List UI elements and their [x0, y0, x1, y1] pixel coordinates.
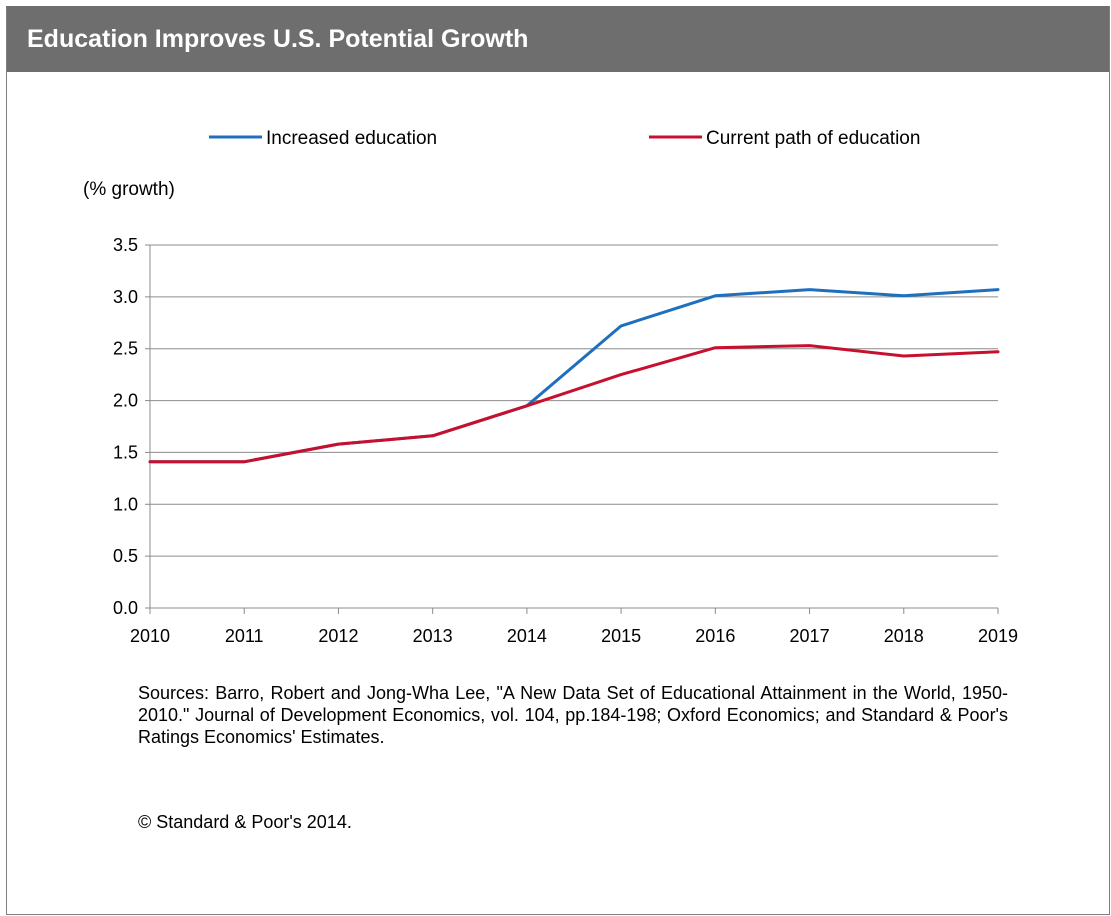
legend-label-1: Current path of education	[706, 128, 920, 149]
copyright-note: © Standard & Poor's 2014.	[138, 812, 352, 832]
chart-title: Education Improves U.S. Potential Growth	[7, 6, 1109, 72]
x-tick-label: 2012	[318, 626, 358, 646]
series-lines	[148, 288, 1000, 464]
y-tick-label: 3.5	[113, 235, 138, 255]
y-tick-label: 0.0	[113, 598, 138, 618]
x-tick-label: 2014	[507, 626, 547, 646]
axes	[145, 244, 999, 614]
y-tick-label: 2.0	[113, 391, 138, 411]
series-line-0	[148, 288, 1000, 464]
series-line-1	[148, 344, 1000, 464]
x-tick-label: 2016	[695, 626, 735, 646]
x-tick-labels: 2010 2011 2012 2013 2014 2015 2016 2017 2018 2019	[130, 626, 1018, 646]
y-tick-label: 1.0	[113, 494, 138, 514]
y-tick-label: 1.5	[113, 442, 138, 462]
y-tick-labels: 0.0 0.5 1.0 1.5 2.0 2.5 3.0 3.5	[113, 235, 138, 618]
y-tick-label: 0.5	[113, 546, 138, 566]
x-tick-label: 2011	[225, 626, 264, 646]
legend-label-0: Increased education	[266, 128, 437, 149]
gridlines	[150, 244, 998, 609]
legend: Increased education Current path of educa…	[209, 128, 920, 149]
y-axis-label: (% growth)	[83, 179, 175, 200]
x-tick-label: 2010	[130, 626, 170, 646]
x-tick-label: 2019	[978, 626, 1018, 646]
x-tick-label: 2017	[790, 626, 830, 646]
sources-note: Sources: Barro, Robert and Jong-Wha Lee,…	[138, 683, 1008, 747]
y-tick-label: 3.0	[113, 287, 138, 307]
y-tick-label: 2.5	[113, 339, 138, 359]
x-tick-label: 2013	[413, 626, 453, 646]
x-tick-label: 2015	[601, 626, 641, 646]
x-tick-label: 2018	[884, 626, 924, 646]
